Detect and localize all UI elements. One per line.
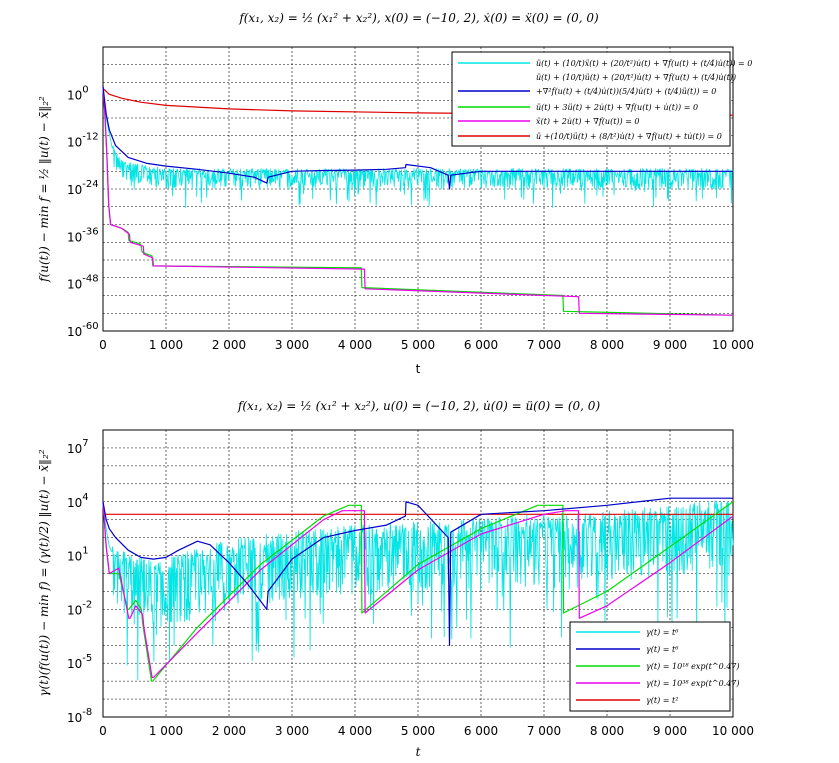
top-y-tick-label: 10-12 (67, 132, 99, 150)
bottom-legend-label-3: γ(t) = 10³⁸ exp(t^0.47) (646, 679, 740, 688)
bottom-x-tick-label: 5 000 (401, 724, 435, 738)
top-y-axis-label: f(u(t)) − min f = ½ ‖u(t) − x̄‖₂² (37, 96, 51, 283)
top-y-tick-label: 10-48 (67, 274, 99, 292)
top-x-tick-label: 9 000 (653, 338, 687, 352)
bottom-x-tick-label: 0 (99, 724, 107, 738)
bottom-series-2 (102, 501, 734, 682)
top-x-tick-label: 10 000 (712, 338, 754, 352)
bottom-y-tick-label: 10-8 (67, 707, 92, 725)
top-x-ticks: 0 1 000 2 000 3 000 4 000 5 000 6 000 7 000 8 00… (99, 338, 754, 352)
bottom-x-tick-label: 6 000 (464, 724, 498, 738)
bottom-x-tick-label: 3 000 (275, 724, 309, 738)
top-x-tick-label: 5 000 (401, 338, 435, 352)
top-y-ticks: 100 10-12 10-24 10-36 10-48 10-60 (67, 84, 99, 339)
top-x-axis-label: t (416, 362, 421, 376)
bottom-chart: f(x₁, x₂) = ½ (x₁² + x₂²), u(0) = (−10, … (37, 399, 754, 759)
top-series-3 (102, 86, 734, 316)
bottom-y-axis-label: γ(t)(f(u(t)) − min f) = (γ(t)/2) ‖u(t) −… (37, 449, 51, 696)
bottom-series-0 (102, 500, 734, 681)
bottom-x-tick-label: 1 000 (149, 724, 183, 738)
bottom-chart-title: f(x₁, x₂) = ½ (x₁² + x₂²), u(0) = (−10, … (237, 399, 601, 413)
bottom-y-tick-label: 10-2 (67, 599, 92, 617)
top-y-tick-label: 10-24 (67, 179, 99, 197)
bottom-y-ticks: 107 104 101 10-2 10-5 10-8 (67, 438, 92, 725)
top-x-tick-label: 6 000 (464, 338, 498, 352)
bottom-y-tick-label: 107 (67, 438, 89, 456)
bottom-y-tick-label: 101 (67, 546, 89, 564)
bottom-x-tick-label: 4 000 (338, 724, 372, 738)
bottom-legend-label-1: γ(t) = t⁶ (646, 645, 679, 654)
top-legend-label-1: ü(t) + (10/t)ü(t) + (20/t²)u̇(t) + ∇f(u(… (536, 73, 736, 82)
top-x-tick-label: 4 000 (338, 338, 372, 352)
top-x-tick-label: 3 000 (275, 338, 309, 352)
top-legend-label-2: ü(t) + 3ü(t) + 2u̇(t) + ∇f(u(t) + u̇(t))… (536, 103, 698, 112)
bottom-x-tick-label: 10 000 (712, 724, 754, 738)
top-legend-label-0: ü(t) + (10/t)ẍ(t) + (20/t²)u̇(t) + ∇f(u(… (536, 59, 752, 68)
bottom-legend: γ(t) = t⁶ γ(t) = t⁶ γ(t) = 10¹⁸ exp(t^0.… (569, 621, 740, 712)
bottom-lines (102, 497, 734, 682)
bottom-legend-label-4: γ(t) = t² (646, 696, 678, 705)
top-y-tick-label: 100 (67, 84, 89, 102)
top-y-tick-label: 10-36 (67, 226, 99, 244)
bottom-legend-label-2: γ(t) = 10¹⁸ exp(t^0.47) (646, 662, 740, 671)
top-y-tick-label: 10-60 (67, 321, 99, 339)
bottom-y-tick-label: 104 (67, 492, 89, 510)
top-chart-title: f(x₁, x₂) = ½ (x₁² + x₂²), x(0) = (−10, … (238, 11, 599, 25)
bottom-x-tick-label: 7 000 (527, 724, 561, 738)
top-legend-label-1b: +∇²f(u(t) + (t/4)u̇(t))(5/4)u̇(t) + (t/4… (536, 87, 716, 96)
bottom-legend-label-0: γ(t) = t⁶ (646, 628, 679, 637)
top-x-tick-label: 8 000 (590, 338, 624, 352)
top-legend-label-3: ẍ(t) + 2u̇(t) + ∇f(u(t)) = 0 (536, 117, 640, 126)
bottom-y-tick-label: 10-5 (67, 653, 92, 671)
top-legend: ü(t) + (10/t)ẍ(t) + (20/t²)u̇(t) + ∇f(u(… (451, 51, 752, 147)
bottom-series-1 (102, 497, 733, 646)
top-lines (102, 86, 734, 316)
bottom-x-tick-label: 9 000 (653, 724, 687, 738)
top-legend-box (451, 51, 731, 147)
top-x-tick-label: 7 000 (527, 338, 561, 352)
bottom-x-tick-label: 8 000 (590, 724, 624, 738)
top-series-1 (102, 86, 733, 190)
top-x-tick-label: 0 (99, 338, 107, 352)
top-x-tick-label: 1 000 (149, 338, 183, 352)
top-chart: f(x₁, x₂) = ½ (x₁² + x₂²), x(0) = (−10, … (37, 11, 754, 376)
bottom-series-3 (102, 501, 734, 679)
bottom-x-ticks: 0 1 000 2 000 3 000 4 000 5 000 6 000 7 000 8 00… (99, 724, 754, 738)
top-legend-label-4: ü +(10/t)ü(t) + (8/t²)u̇(t) + ∇f(u(t) + … (536, 132, 722, 141)
bottom-x-axis-label: t (416, 745, 421, 759)
bottom-x-tick-label: 2 000 (212, 724, 246, 738)
top-x-tick-label: 2 000 (212, 338, 246, 352)
